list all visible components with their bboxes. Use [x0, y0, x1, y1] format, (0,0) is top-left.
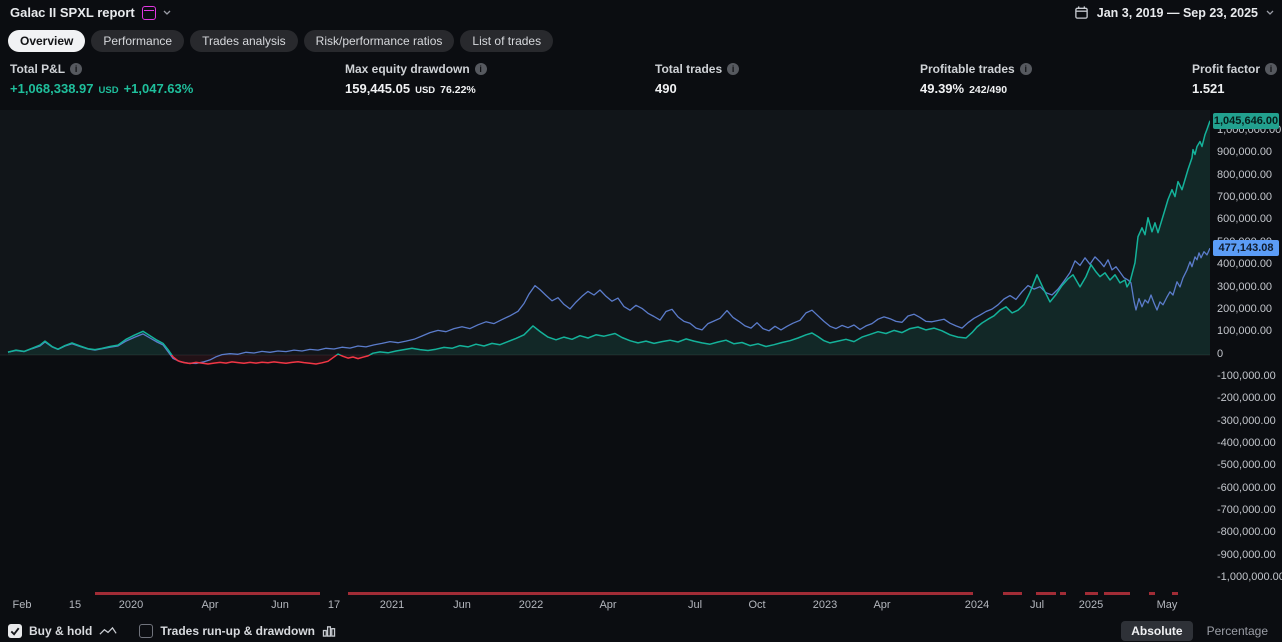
y-axis-tick: 700,000.00 [1217, 191, 1273, 204]
trades-runup-drawdown-label: Trades run-up & drawdown [160, 624, 316, 638]
buy-hold-value-badge: 477,143.08 [1213, 240, 1279, 257]
stat-profitable-trades: Profitable trades 49.39% 242/490 [920, 62, 1032, 96]
x-axis-tick: 2022 [518, 599, 544, 611]
stat-total-trades: Total trades 490 [655, 62, 740, 96]
y-axis-tick: 600,000.00 [1217, 213, 1273, 226]
y-axis-tick: -200,000.00 [1217, 392, 1276, 405]
tab-list-of-trades[interactable]: List of trades [460, 30, 554, 52]
trades-runup-drawdown-toggle[interactable]: Trades run-up & drawdown [139, 624, 336, 638]
x-axis-tick: Feb [12, 599, 32, 611]
line-chart-icon [99, 626, 117, 635]
summary-stats: Total P&L +1,068,338.97 USD +1,047.63% Max… [0, 62, 1282, 102]
y-axis-tick: -1,000,000.00 [1217, 571, 1282, 583]
x-axis-tick: 2024 [964, 599, 990, 611]
stat-secondary: +1,047.63% [123, 81, 194, 96]
report-header: Galac II SPXL report Jan 3, 2019 — Sep 2… [0, 0, 1282, 28]
x-axis-tick: Jun [453, 599, 471, 611]
checkbox-checked-icon[interactable] [8, 624, 22, 638]
chart-footer: Buy & hold Trades run-up & drawdown Abso… [0, 620, 1282, 642]
x-axis-tick: Apr [873, 599, 891, 611]
y-axis-tick: -400,000.00 [1217, 436, 1276, 449]
stat-label: Max equity drawdown [345, 62, 470, 76]
chevron-down-icon [1266, 10, 1274, 15]
toggle-option-percentage[interactable]: Percentage [1206, 624, 1268, 638]
stat-secondary: 242/490 [969, 84, 1008, 96]
date-range-text: Jan 3, 2019 — Sep 23, 2025 [1096, 5, 1258, 20]
strategy-icon [141, 5, 156, 20]
y-axis-tick: 200,000.00 [1217, 302, 1273, 315]
x-axis-tick: Jul [1029, 599, 1045, 611]
stat-label: Profitable trades [920, 62, 1015, 76]
stat-secondary: 76.22% [440, 84, 476, 96]
stat-label: Total trades [655, 62, 723, 76]
y-axis-tick: -600,000.00 [1217, 481, 1276, 494]
y-axis-tick: -500,000.00 [1217, 459, 1276, 472]
stat-value: 49.39% [920, 81, 965, 96]
tab-risk-performance-ratios[interactable]: Risk/performance ratios [303, 30, 455, 52]
x-axis-tick: Jun [271, 599, 289, 611]
x-axis-tick: 2020 [118, 599, 144, 611]
y-axis-tick: -100,000.00 [1217, 369, 1276, 382]
y-axis-tick: 0 [1217, 347, 1224, 360]
calendar-icon [1075, 6, 1088, 19]
stat-unit: USD [98, 85, 119, 96]
stat-unit: USD [415, 85, 436, 96]
y-axis-tick: 100,000.00 [1217, 325, 1273, 338]
y-axis-tick: 400,000.00 [1217, 258, 1273, 271]
info-icon[interactable] [70, 63, 83, 75]
equity-curve-plot[interactable] [0, 104, 1210, 596]
chart-legend: Buy & hold Trades run-up & drawdown [8, 620, 336, 642]
x-axis-tick: Jul [687, 599, 703, 611]
x-axis-tick: Apr [201, 599, 219, 611]
report-title: Galac II SPXL report [10, 5, 135, 20]
report-tabs: Overview Performance Trades analysis Risk/p… [8, 30, 554, 52]
toggle-option-absolute[interactable]: Absolute [1121, 621, 1193, 641]
stat-max-drawdown: Max equity drawdown 159,445.05 USD 76.22% [345, 62, 487, 96]
tab-performance[interactable]: Performance [91, 30, 185, 52]
info-icon[interactable] [1019, 63, 1032, 75]
x-axis-tick: May [1156, 599, 1178, 611]
stat-label: Total P&L [10, 62, 66, 76]
date-range-picker[interactable]: Jan 3, 2019 — Sep 23, 2025 [1074, 5, 1274, 20]
equity-value-badge: 1,045,646.00 [1213, 112, 1279, 129]
stat-label: Profit factor [1191, 62, 1260, 76]
y-axis-tick: -700,000.00 [1217, 504, 1276, 516]
stat-total-pnl: Total P&L +1,068,338.97 USD +1,047.63% [10, 62, 193, 96]
bar-chart-icon [322, 626, 336, 637]
absolute-percentage-toggle: Absolute Percentage [1121, 620, 1278, 642]
equity-chart[interactable]: 1,000,000.00 900,000.00 800,000.00 700,000.… [0, 104, 1282, 642]
x-axis-tick: 2021 [379, 599, 405, 611]
buy-hold-label: Buy & hold [29, 624, 93, 638]
x-axis-tick: 2025 [1078, 599, 1104, 611]
x-axis-tick: Apr [599, 599, 617, 611]
stat-value: 1.521 [1191, 81, 1225, 96]
tab-trades-analysis[interactable]: Trades analysis [190, 30, 298, 52]
x-axis-tick: 2023 [812, 599, 838, 611]
report-title-block[interactable]: Galac II SPXL report [10, 5, 171, 20]
y-axis-tick: 800,000.00 [1217, 168, 1273, 181]
chevron-down-icon [163, 10, 171, 15]
y-axis-tick: 900,000.00 [1217, 146, 1273, 159]
x-axis-tick: 15 [68, 599, 82, 611]
info-icon[interactable] [727, 63, 740, 75]
x-axis-tick: 17 [327, 599, 341, 611]
y-axis-tick: 300,000.00 [1217, 280, 1273, 293]
stat-value: +1,068,338.97 [10, 81, 94, 96]
checkbox-unchecked-icon[interactable] [139, 624, 154, 638]
stat-value: 490 [655, 81, 677, 96]
x-axis-tick: Oct [748, 599, 766, 611]
y-axis-tick: -800,000.00 [1217, 526, 1276, 539]
y-axis-tick: -300,000.00 [1217, 414, 1276, 427]
info-icon[interactable] [474, 63, 487, 75]
stat-profit-factor: Profit factor 1.521 [1192, 62, 1277, 96]
tab-overview[interactable]: Overview [8, 30, 86, 52]
info-icon[interactable] [1265, 63, 1277, 75]
buy-hold-toggle[interactable]: Buy & hold [8, 624, 117, 638]
y-axis-tick: -900,000.00 [1217, 548, 1276, 561]
stat-value: 159,445.05 [345, 81, 411, 96]
